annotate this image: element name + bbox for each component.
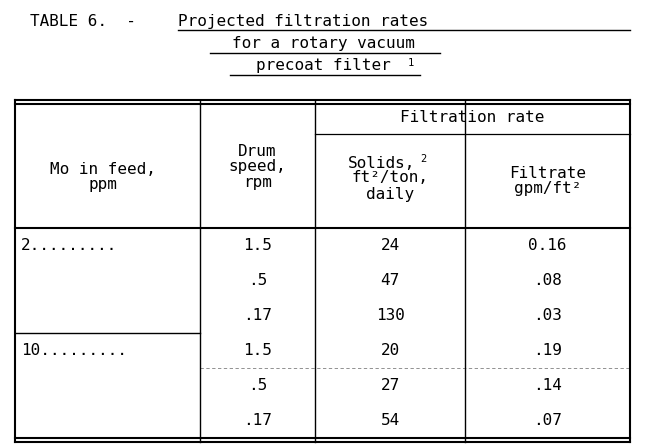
Text: .5: .5 — [248, 378, 267, 393]
Text: 0.16: 0.16 — [528, 238, 567, 253]
Text: Drum: Drum — [238, 145, 276, 159]
Text: precoat filter: precoat filter — [256, 58, 390, 73]
Text: .19: .19 — [533, 343, 562, 358]
Text: 47: 47 — [380, 273, 400, 288]
Text: 20: 20 — [380, 343, 400, 358]
Text: for a rotary vacuum: for a rotary vacuum — [231, 36, 415, 51]
Text: rpm: rpm — [243, 174, 272, 190]
Text: .08: .08 — [533, 273, 562, 288]
Text: .17: .17 — [243, 308, 272, 323]
Text: 130: 130 — [375, 308, 404, 323]
Text: Filtration rate: Filtration rate — [401, 110, 545, 125]
Text: Solids,: Solids, — [348, 155, 415, 170]
Text: 10.........: 10......... — [21, 343, 127, 358]
Text: 54: 54 — [380, 413, 400, 428]
Text: 27: 27 — [380, 378, 400, 393]
Text: .14: .14 — [533, 378, 562, 393]
Text: ppm: ppm — [88, 177, 117, 191]
Text: 1: 1 — [408, 58, 414, 68]
Text: speed,: speed, — [229, 159, 286, 174]
Text: .17: .17 — [243, 413, 272, 428]
Text: gpm/ft²: gpm/ft² — [514, 182, 581, 197]
Text: 1.5: 1.5 — [243, 238, 272, 253]
Text: Filtrate: Filtrate — [509, 166, 586, 181]
Text: Mo in feed,: Mo in feed, — [50, 162, 156, 177]
Text: Projected filtration rates: Projected filtration rates — [178, 14, 428, 29]
Text: daily: daily — [366, 186, 414, 202]
Text: .03: .03 — [533, 308, 562, 323]
Text: ft²/ton,: ft²/ton, — [351, 170, 428, 186]
Text: 2.........: 2......... — [21, 238, 118, 253]
Text: 1.5: 1.5 — [243, 343, 272, 358]
Text: .5: .5 — [248, 273, 267, 288]
Text: 2: 2 — [420, 154, 426, 164]
Text: .07: .07 — [533, 413, 562, 428]
Text: 24: 24 — [380, 238, 400, 253]
Text: TABLE 6.  -: TABLE 6. - — [30, 14, 145, 29]
